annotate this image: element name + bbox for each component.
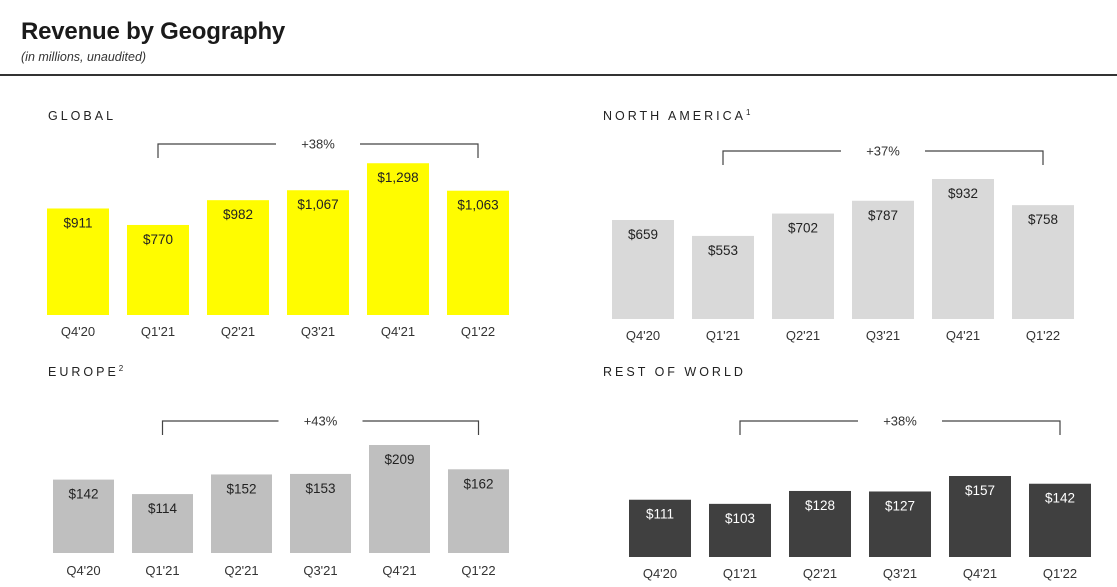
category-tick-label: Q3'21 [301,324,335,339]
bar-Q4'21 [932,179,994,319]
bar-Q4'20 [47,208,109,315]
category-tick-label: Q4'21 [381,324,415,339]
bar-Q1'21 [127,224,189,315]
category-tick-label: Q4'20 [626,328,660,343]
category-tick-label: Q3'21 [866,328,900,343]
category-tick-label: Q1'22 [461,324,495,339]
bar-Q1'21 [692,235,754,319]
bar-Q1'22 [447,190,509,315]
bar-Q3'21 [290,473,351,553]
category-tick-label: Q4'21 [382,563,416,578]
bar-Q1'22 [448,469,509,553]
category-tick-label: Q4'21 [963,566,997,581]
growth-label: +43% [304,414,338,429]
bar-value-label: $152 [226,481,256,496]
growth-label: +38% [301,137,335,152]
category-tick-label: Q2'21 [221,324,255,339]
growth-label: +37% [866,144,900,159]
category-tick-label: Q3'21 [883,566,917,581]
bar-Q3'21 [287,190,349,315]
bar-Q1'22 [1012,205,1074,319]
bar-value-label: $162 [463,476,493,491]
bar-value-label: $702 [788,221,818,236]
category-tick-label: Q2'21 [786,328,820,343]
category-tick-label: Q1'21 [141,324,175,339]
bar-value-label: $758 [1028,212,1058,227]
bar-Q1'21 [132,494,193,553]
bar-Q3'21 [869,491,931,557]
bar-Q1'21 [709,503,771,557]
bar-value-label: $128 [805,498,835,513]
bar-value-label: $153 [305,481,335,496]
category-tick-label: Q1'21 [706,328,740,343]
category-tick-label: Q1'21 [723,566,757,581]
growth-bracket [722,150,1044,165]
bar-value-label: $103 [725,511,755,526]
category-tick-label: Q1'22 [1026,328,1060,343]
bar-value-label: $1,063 [457,198,498,213]
bar-Q4'21 [369,445,430,553]
category-tick-label: Q4'20 [61,324,95,339]
bar-Q2'21 [207,200,269,315]
category-tick-label: Q2'21 [224,563,258,578]
bar-value-label: $787 [868,208,898,223]
bar-value-label: $209 [384,452,414,467]
bar-value-label: $157 [965,483,995,498]
page-subtitle: (in millions, unaudited) [21,50,147,64]
category-tick-label: Q1'22 [461,563,495,578]
bar-value-label: $142 [68,487,98,502]
panel-title-europe: EUROPE2 [48,364,125,380]
growth-bracket [161,420,480,435]
bar-value-label: $1,067 [297,197,338,212]
bar-Q4'21 [367,163,429,315]
bar-value-label: $982 [223,207,253,222]
title-divider [0,74,1117,76]
bar-Q4'20 [53,479,114,553]
bar-value-label: $142 [1045,491,1075,506]
bar-Q2'21 [772,213,834,319]
bar-Q3'21 [852,200,914,319]
category-tick-label: Q2'21 [803,566,837,581]
bar-value-label: $911 [63,215,92,230]
panel-title-global: GLOBAL [48,109,117,124]
bar-value-label: $553 [708,243,738,258]
bar-value-label: $127 [885,498,915,513]
category-tick-label: Q1'21 [145,563,179,578]
bar-Q1'22 [1029,483,1091,557]
category-tick-label: Q4'20 [66,563,100,578]
bar-Q2'21 [211,474,272,553]
category-tick-label: Q1'22 [1043,566,1077,581]
growth-bracket [157,143,479,158]
bar-value-label: $111 [646,507,674,522]
panel-title-rest-of-world: REST OF WORLD [603,365,746,380]
category-tick-label: Q4'21 [946,328,980,343]
bar-Q4'20 [612,220,674,319]
growth-bracket [739,420,1061,435]
growth-label: +38% [883,414,917,429]
category-tick-label: Q3'21 [303,563,337,578]
bar-value-label: $1,298 [377,170,418,185]
bar-value-label: $932 [948,186,978,201]
bar-value-label: $770 [143,232,173,247]
panel-title-north-america: NORTH AMERICA1 [603,108,752,124]
bar-value-label: $114 [148,501,178,516]
bar-Q2'21 [789,490,851,557]
category-tick-label: Q4'20 [643,566,677,581]
bar-Q4'20 [629,499,691,557]
bar-Q4'21 [949,476,1011,557]
page-title: Revenue by Geography [21,18,286,45]
bar-value-label: $659 [628,227,658,242]
